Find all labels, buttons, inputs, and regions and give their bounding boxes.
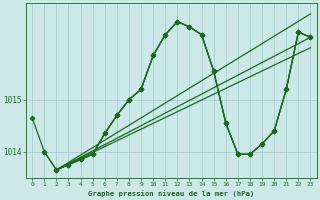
X-axis label: Graphe pression niveau de la mer (hPa): Graphe pression niveau de la mer (hPa) — [88, 190, 254, 197]
